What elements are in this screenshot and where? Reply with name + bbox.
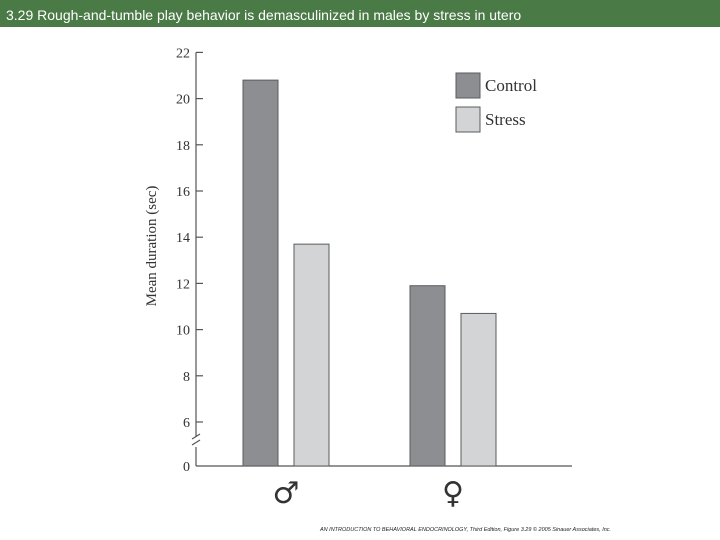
y-tick-label: 22	[176, 46, 190, 61]
bar-stress	[293, 243, 330, 467]
y-tick-label: 16	[176, 185, 190, 200]
bar-control	[409, 285, 446, 467]
y-tick-label: 10	[176, 324, 190, 339]
legend-label-control: Control	[485, 76, 537, 95]
legend-swatch-control	[455, 72, 481, 99]
axis-break-mark	[191, 439, 201, 446]
axes: 0 6 8 10 12 14 16 18 20 22 Mean duration (sec)	[144, 46, 572, 475]
bars	[242, 79, 497, 467]
category-labels: ♂ ♀	[273, 476, 464, 511]
y-tick-label: 20	[176, 93, 190, 108]
y-tick-label: 8	[183, 370, 190, 385]
y-axis-title: Mean duration (sec)	[144, 186, 160, 307]
y-tick-label: 0	[183, 460, 190, 475]
category-label: ♀	[442, 476, 464, 511]
y-tick-label: 6	[183, 416, 190, 431]
slide-title: 3.29 Rough-and-tumble play behavior is d…	[0, 0, 720, 27]
axis-break-mark	[191, 433, 201, 440]
bar-stress	[460, 312, 497, 467]
y-tick-label: 14	[176, 231, 190, 246]
y-tick-label: 12	[176, 277, 190, 292]
category-label: ♂	[273, 476, 300, 511]
legend: Control Stress	[455, 72, 537, 133]
bar-control	[242, 79, 279, 467]
y-tick-label: 18	[176, 139, 190, 154]
figure-credit: AN INTRODUCTION TO BEHAVIORAL ENDOCRINOL…	[320, 527, 612, 533]
legend-swatch-stress	[455, 106, 481, 133]
legend-label-stress: Stress	[485, 110, 526, 129]
